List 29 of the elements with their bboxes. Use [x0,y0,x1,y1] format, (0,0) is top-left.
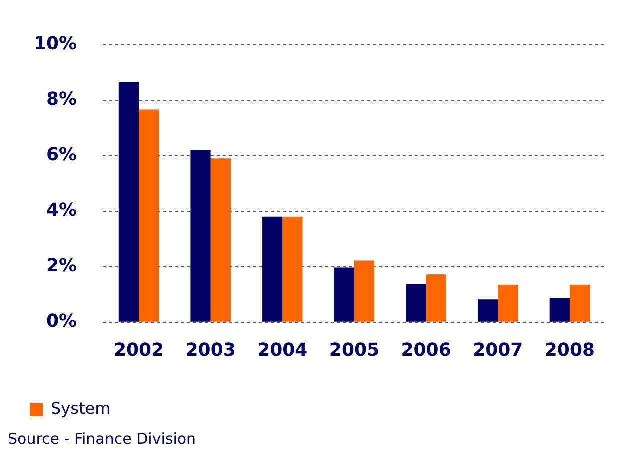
y-tick-label: 6% [46,144,78,166]
bar [210,158,231,322]
x-tick-label: 2005 [329,340,380,361]
bar [138,110,160,322]
bar [478,300,498,322]
x-tick-label: 2002 [114,340,164,361]
bar [498,284,518,322]
bar [118,82,139,322]
bar [406,284,426,322]
y-tick-label: 10% [34,33,78,54]
x-tick-label: 2003 [186,340,236,361]
x-tick-label: 2004 [258,340,308,361]
bar [354,260,375,322]
bar [282,216,303,322]
y-tick-label: 8% [46,88,78,110]
bar [426,274,446,322]
bar [570,284,590,322]
y-tick-label: 0% [46,311,78,332]
bar [334,268,354,322]
y-tick-label: 4% [46,200,78,222]
bar [262,216,283,322]
x-tick-label: 2007 [473,340,524,361]
y-tick-label: 2% [46,256,78,277]
x-tick-label: 2006 [401,340,452,361]
legend-label: System [51,399,111,418]
bar [190,150,211,322]
source-note: Source - Finance Division [8,430,198,448]
x-tick-label: 2008 [544,340,596,361]
bar [550,298,570,322]
